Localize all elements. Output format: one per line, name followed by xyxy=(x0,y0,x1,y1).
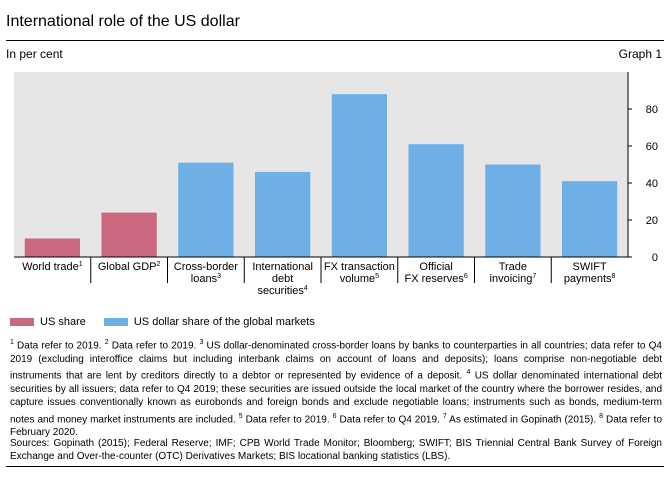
x-tick-label-line: FX transaction xyxy=(324,261,395,273)
x-tick-label-line: payments xyxy=(564,273,612,285)
x-tick-label: Official FX reserves6 xyxy=(405,261,468,285)
x-tick-label-line: invoicing xyxy=(490,273,533,285)
bar-usd-share-4 xyxy=(254,171,311,257)
x-tick-footnote-ref: 8 xyxy=(612,273,616,280)
x-tick-label: World trade1 xyxy=(22,261,83,273)
bar-usd-share-6 xyxy=(408,144,464,257)
x-tick-label: Global GDP2 xyxy=(98,261,161,273)
x-tick-footnote-ref: 1 xyxy=(79,261,83,268)
sources: Sources: Gopinath (2015); Federal Reserv… xyxy=(10,438,662,463)
unit-label: In per cent xyxy=(6,47,63,61)
x-tick-label-line: FX reserves xyxy=(405,273,465,285)
legend-swatch-us-share xyxy=(10,318,34,326)
x-tick-footnote-ref: 5 xyxy=(375,273,379,280)
legend-item-us-dollar-share: US dollar share of the global markets xyxy=(103,316,315,328)
x-tick-footnote-ref: 4 xyxy=(304,285,308,292)
x-tick-label: SWIFT payments8 xyxy=(564,261,616,285)
x-tick-label-line: World trade xyxy=(22,261,79,273)
x-tick-label: International debt securities4 xyxy=(252,261,313,297)
chart-title: International role of the US dollar xyxy=(6,13,240,30)
x-tick-label: FX transaction volume5 xyxy=(324,261,395,285)
bar-us-share-1 xyxy=(24,238,81,257)
x-tick-label-line: volume xyxy=(340,273,375,285)
x-tick-label-line: securities xyxy=(257,285,304,297)
legend-swatch-us-dollar-share xyxy=(103,318,128,326)
x-tick-label-line: Trade xyxy=(499,261,527,273)
x-tick-label-line: Global GDP xyxy=(98,261,157,273)
x-tick-label-line: debt xyxy=(272,273,293,285)
x-tick-footnote-ref: 6 xyxy=(464,273,468,280)
legend-label-us-share: US share xyxy=(40,316,86,328)
bar-usd-share-5 xyxy=(331,94,388,257)
footnotes: 1 Data refer to 2019. 2 Data refer to 20… xyxy=(10,339,663,439)
x-tick-label-line: Official xyxy=(419,261,452,273)
bar-usd-share-3 xyxy=(178,162,234,257)
x-tick-footnote-ref: 3 xyxy=(217,273,221,280)
bar-usd-share-8 xyxy=(561,181,618,257)
bottom-rule xyxy=(6,466,664,467)
y-tick-label: 40 xyxy=(646,178,658,190)
legend-item-us-share: US share xyxy=(10,316,86,328)
bar-chart: 0 20 40 60 80 World trade1 Global GDP2 Cross-b… xyxy=(14,72,658,297)
x-tick-label-line: loans xyxy=(191,273,218,285)
graph-number: Graph 1 xyxy=(618,47,662,61)
x-tick-label-line: International xyxy=(252,261,313,273)
x-tick-footnote-ref: 2 xyxy=(157,261,161,268)
x-tick-label: Cross-border loans3 xyxy=(174,261,239,285)
bar-usd-share-7 xyxy=(485,164,541,257)
legend-label-us-dollar-share: US dollar share of the global markets xyxy=(133,316,315,328)
x-tick-footnote-ref: 7 xyxy=(532,273,536,280)
x-tick-label-line: Cross-border xyxy=(174,261,239,273)
title-rule xyxy=(6,40,664,41)
x-tick-label-line: SWIFT xyxy=(573,261,607,273)
y-tick-label: 0 xyxy=(652,252,658,264)
bar-us-share-2 xyxy=(101,212,157,257)
y-tick-label: 80 xyxy=(646,104,658,116)
legend: US share US dollar share of the global m… xyxy=(10,316,315,328)
y-tick-label: 20 xyxy=(646,215,658,227)
y-tick-label: 60 xyxy=(646,141,658,153)
x-tick-label: Trade invoicing7 xyxy=(490,261,537,285)
